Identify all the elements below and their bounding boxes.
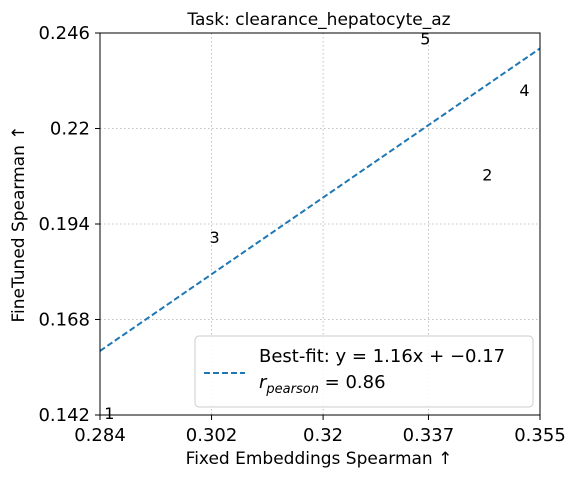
legend-entry-pearson: rpearson = 0.86 [259,372,386,397]
y-tick-label: 0.22 [50,119,90,140]
y-tick-label: 0.194 [38,214,90,235]
legend-pearson-subscript: pearson [265,382,319,397]
legend-pearson-value: = 0.86 [319,372,386,393]
data-point-label: 4 [519,81,529,100]
data-points: 1 2 3 4 5 [104,30,529,424]
y-tick-label: 0.168 [38,310,90,331]
x-axis-ticks: 0.284 0.302 0.32 0.337 0.355 [74,415,566,446]
legend-entry-fit: Best-fit: y = 1.16x + −0.17 [259,346,505,367]
data-point-label: 3 [210,228,220,247]
best-fit-line [99,47,541,352]
data-point-label: 5 [420,30,430,49]
legend: Best-fit: y = 1.16x + −0.17 rpearson = 0… [194,335,534,408]
y-tick-label: 0.142 [38,405,90,426]
x-tick-label: 0.302 [186,425,238,446]
x-tick-label: 0.32 [303,425,343,446]
x-axis-label: Fixed Embeddings Spearman ↑ [186,449,453,469]
legend-pearson-r: r [259,372,268,393]
data-point-label: 2 [482,165,492,184]
y-axis-label: FineTuned Spearman ↑ [9,125,29,322]
chart-title: Task: clearance_hepatocyte_az [186,10,450,30]
x-tick-label: 0.355 [514,425,566,446]
x-tick-label: 0.337 [403,425,455,446]
y-axis-ticks: 0.142 0.168 0.194 0.22 0.246 [38,23,100,426]
x-tick-label: 0.284 [74,425,126,446]
legend-box [194,335,534,408]
data-point-label: 1 [104,404,114,423]
y-tick-label: 0.246 [38,23,90,44]
